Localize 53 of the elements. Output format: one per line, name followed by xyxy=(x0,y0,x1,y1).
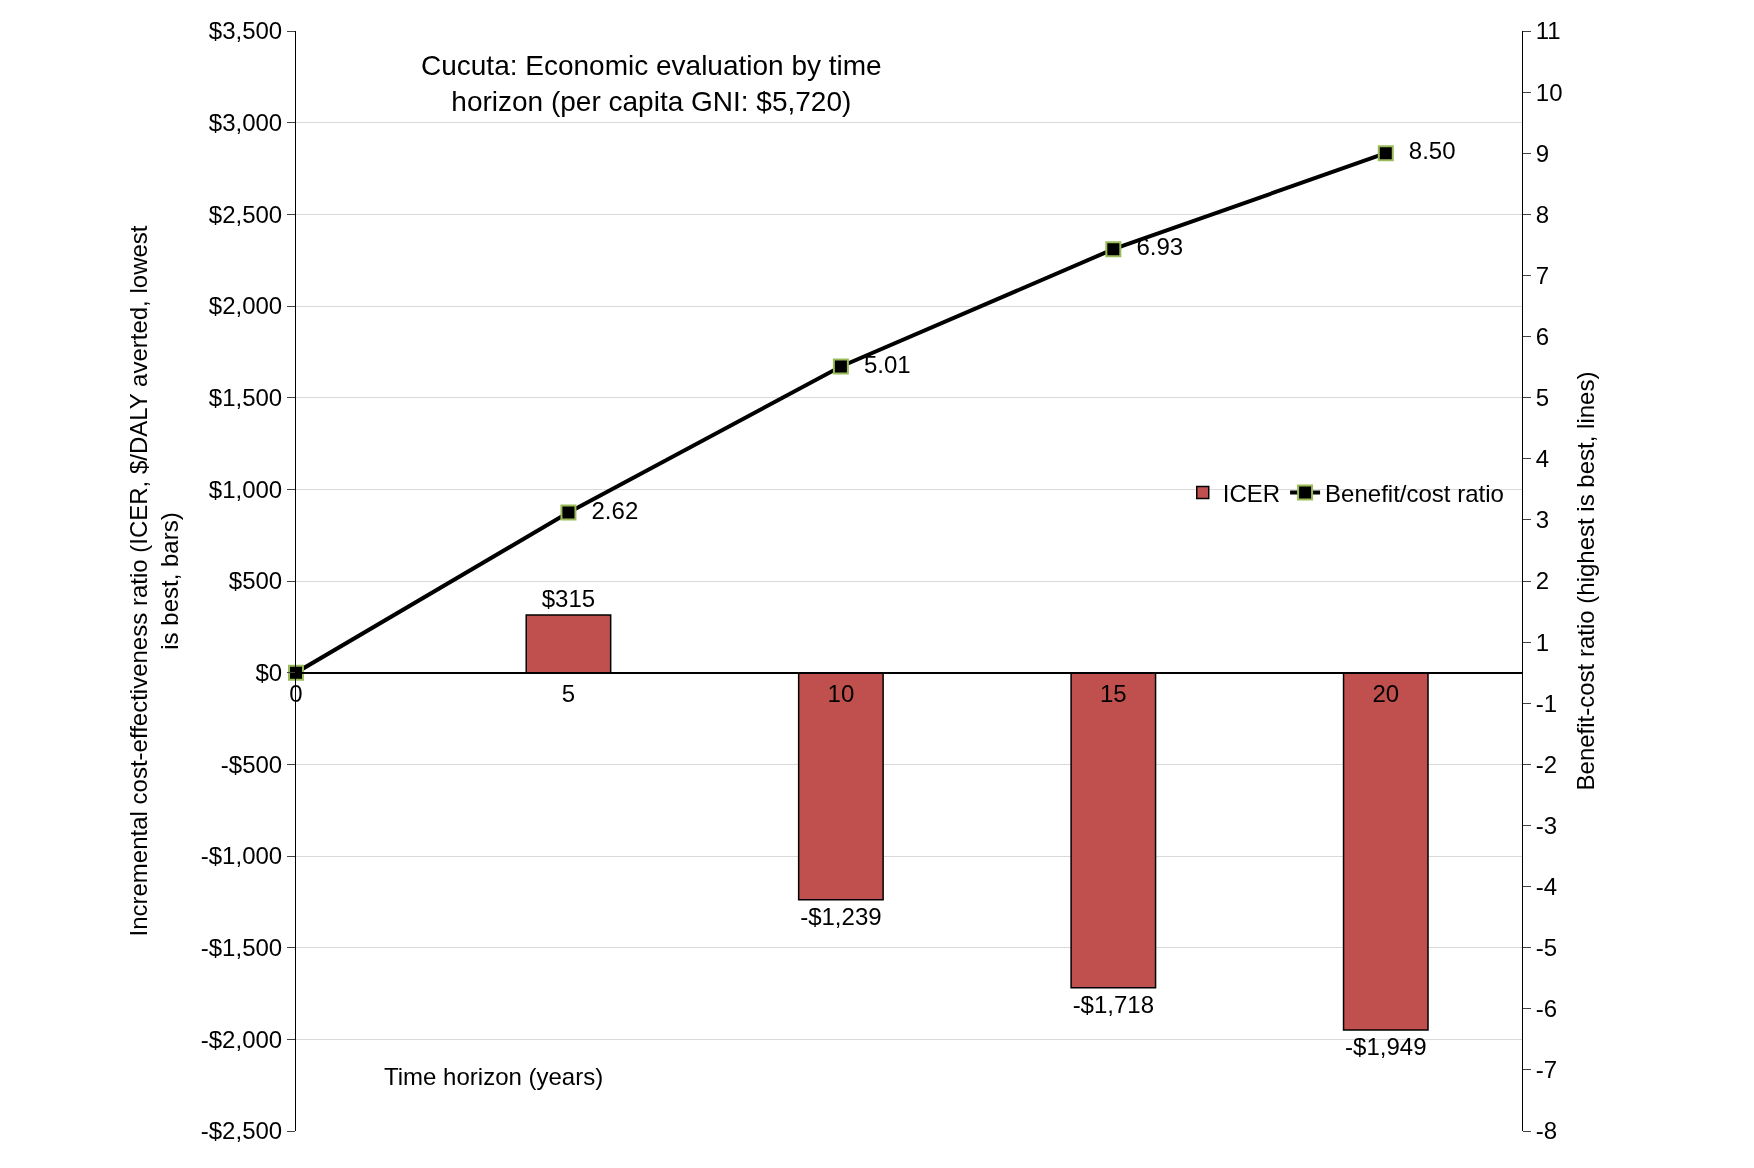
y2-tick-label: -8 xyxy=(1535,1117,1558,1145)
data-label: $315 xyxy=(541,584,596,612)
y-tick-label: $2,500 xyxy=(208,200,283,228)
y-tick-label: -$2,000 xyxy=(200,1025,283,1053)
data-label: 2.62 xyxy=(578,496,639,524)
point xyxy=(1105,241,1122,258)
data-label: 5.01 xyxy=(850,350,911,378)
y2-axis-title: Benefit-cost ratio (highest is best, lines) xyxy=(1571,371,1599,791)
y2-tick-label: 2 xyxy=(1535,567,1550,595)
y2-tick-label: 10 xyxy=(1535,78,1563,106)
y-tick-label: $3,500 xyxy=(208,17,283,45)
point xyxy=(832,358,849,375)
x-tick-label: 10 xyxy=(827,680,855,708)
y2-tick-label: 9 xyxy=(1535,139,1550,167)
point xyxy=(560,504,577,521)
y2-tick-label: 1 xyxy=(1535,628,1550,656)
y2-tick-label: -5 xyxy=(1535,934,1558,962)
y2-tick-label: 7 xyxy=(1535,261,1550,289)
data-label: -$1,949 xyxy=(1345,1032,1427,1060)
y2-tick-label: 5 xyxy=(1535,384,1550,412)
legend-label: ICER xyxy=(1222,479,1281,507)
x-tick-label: 20 xyxy=(1372,680,1400,708)
y-tick-label: $500 xyxy=(228,567,283,595)
y2-tick-label: -2 xyxy=(1535,750,1558,778)
y-tick-label: $3,000 xyxy=(208,109,283,137)
y-tick-label: $1,500 xyxy=(208,384,283,412)
y-tick-label: $1,000 xyxy=(208,475,283,503)
data-label: -$1,718 xyxy=(1072,990,1155,1018)
y2-tick-label: 11 xyxy=(1535,17,1561,45)
y-tick-label: -$2,500 xyxy=(200,1117,283,1145)
y2-tick-label: 6 xyxy=(1535,322,1550,350)
y2-tick-label: -1 xyxy=(1535,689,1558,717)
x-tick-label: 15 xyxy=(1099,680,1127,708)
y-tick-label: -$500 xyxy=(220,750,283,778)
data-label: -$1,239 xyxy=(800,902,882,930)
y-axis-title: Incremental cost-effectiveness ratio (ICER, $/DALY averted, lowest is best, bars) xyxy=(124,225,183,937)
legend-label: Benefit/cost ratio xyxy=(1325,479,1504,507)
y2-tick-label: -6 xyxy=(1535,995,1558,1023)
y2-tick-label: -7 xyxy=(1535,1056,1558,1084)
y2-tick-label: -3 xyxy=(1535,811,1558,839)
y2-tick-label: -4 xyxy=(1535,872,1558,900)
point xyxy=(1377,145,1394,162)
y-tick-label: -$1,500 xyxy=(200,934,283,962)
text: Cucuta: Economic evaluation by time horizon (per capita GNI: $5,720) xyxy=(421,50,882,118)
y-tick-label: -$1,000 xyxy=(200,842,283,870)
y-tick-label: $2,000 xyxy=(208,292,283,320)
y2-tick-label: 8 xyxy=(1535,200,1550,228)
data-label: 8.50 xyxy=(1395,137,1456,165)
x-axis-title: Time horizon (years) xyxy=(384,1063,604,1090)
y2-tick-label: 3 xyxy=(1535,506,1550,534)
y2-tick-label: 4 xyxy=(1535,445,1550,473)
y-tick-label: $0 xyxy=(255,659,283,687)
x-tick-label: 5 xyxy=(561,680,576,708)
